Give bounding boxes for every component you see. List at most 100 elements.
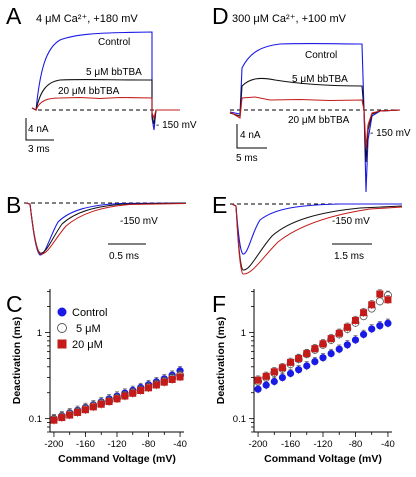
chart-f-point-0 <box>368 325 376 333</box>
chart-c-point-2 <box>129 389 137 397</box>
chart-f-point-2 <box>360 309 368 317</box>
legend-marker-control <box>57 307 67 317</box>
trace-a-5um <box>31 79 180 125</box>
panel-b-letter: B <box>6 192 21 218</box>
trace-d-20um <box>229 96 401 149</box>
chart-c-point-2 <box>105 398 113 406</box>
chart-f-point-1 <box>375 297 384 306</box>
panel-a: A 4 μM Ca²⁺, +180 mV Control 5 μM bbTBA … <box>6 3 197 155</box>
chart-c-point-2 <box>50 416 58 424</box>
chart-f-x-tick-label: -160 <box>281 439 300 450</box>
panel-d: D 300 μM Ca²⁺, +100 mV Control 5 μM bbTB… <box>212 3 411 193</box>
panel-a-letter: A <box>6 3 22 29</box>
panel-e-scale-x: 1.5 ms <box>334 251 364 262</box>
chart-c-x-label: Command Voltage (mV) <box>58 453 176 465</box>
chart-c-y-tick-label: 0.1 <box>29 414 42 425</box>
chart-f-point-0 <box>254 385 262 393</box>
panel-d-scale-y: 4 nA <box>240 130 261 141</box>
chart-f-point-2 <box>327 335 335 343</box>
chart-f-point-2 <box>319 340 327 348</box>
panel-a-label-5um: 5 μM bbTBA <box>86 67 142 78</box>
chart-f-point-2 <box>287 358 295 366</box>
chart-f-point-2 <box>351 316 359 324</box>
panel-a-step-label: - 150 mV <box>156 120 197 131</box>
chart-f-point-2 <box>254 376 262 384</box>
chart-c-point-2 <box>160 378 168 386</box>
trace-e-5um <box>231 203 403 271</box>
panel-a-scale-y: 4 nA <box>28 124 49 135</box>
panel-d-label-5um: 5 μM bbTBA <box>292 74 348 85</box>
chart-f-point-0 <box>262 381 270 389</box>
legend-label-20um: 20 μM <box>72 339 103 351</box>
chart-c-x-tick-label: -200 <box>44 439 63 450</box>
chart-c-point-2 <box>74 408 82 416</box>
chart-c-x-tick-label: -120 <box>107 439 126 450</box>
chart-f-point-0 <box>384 319 392 327</box>
chart-c-point-2 <box>152 381 160 389</box>
panel-f-letter: F <box>212 291 226 317</box>
chart-c-y-label: Deactivation (ms) <box>11 317 23 405</box>
chart-f-x-tick-label: -200 <box>249 439 268 450</box>
chart-f-point-0 <box>359 330 368 339</box>
chart-c-x-tick-label: -40 <box>173 439 187 450</box>
chart-c-point-2 <box>145 384 153 392</box>
panel-d-label-control: Control <box>305 50 337 61</box>
chart-f-point-0 <box>319 354 327 362</box>
panel-d-label-20um: 20 μM bbTBA <box>288 115 350 126</box>
panel-e: E -150 mV 1.5 ms <box>212 192 403 275</box>
chart-f-point-2 <box>343 323 351 331</box>
panel-c: C 0.1 1 -200 -160 -120 -80 -40 Command Voltage … <box>6 289 187 465</box>
panel-a-condition: 4 μM Ca²⁺, +180 mV <box>36 13 138 25</box>
trace-e-20um <box>231 203 403 275</box>
panel-d-scale-x: 5 ms <box>236 153 258 164</box>
legend-marker-5um <box>57 323 67 333</box>
chart-f-point-2 <box>376 290 384 298</box>
chart-c-point-2 <box>137 387 145 395</box>
trace-b-20um <box>25 202 187 255</box>
legend-label-control: Control <box>72 307 107 319</box>
panel-d-condition: 300 μM Ca²⁺, +100 mV <box>232 13 347 25</box>
chart-f-point-0 <box>311 357 319 366</box>
panel-d-step-label: - 150 mV <box>370 128 411 139</box>
trace-b-5um <box>25 202 187 254</box>
panel-a-label-control: Control <box>98 37 130 48</box>
chart-f-point-0 <box>335 345 343 353</box>
chart-f-point-0 <box>376 322 384 330</box>
panel-f: F 0.1 1 -200 -160 -120 -80 -40 Command Voltage … <box>212 289 395 465</box>
chart-f-x-tick-label: -80 <box>349 439 363 450</box>
panel-e-letter: E <box>212 192 227 218</box>
chart-c-point-2 <box>81 406 89 414</box>
chart-c-point-2 <box>168 375 176 383</box>
chart-c-point-2 <box>176 373 184 381</box>
chart-f-point-0 <box>303 362 311 370</box>
panel-d-scalebar <box>236 124 267 149</box>
trace-a-20um <box>31 96 180 120</box>
chart-f-x-tick-label: -120 <box>313 439 332 450</box>
chart-f-point-0 <box>295 366 303 374</box>
chart-f: 0.1 1 -200 -160 -120 -80 -40 Command Voltage (m… <box>215 289 395 465</box>
chart-f-point-2 <box>335 329 343 337</box>
legend-marker-20um <box>57 339 67 349</box>
chart-f-point-2 <box>278 364 286 372</box>
chart-f-y-tick-label: 0.1 <box>233 414 246 425</box>
legend-c: Control 5 μM 20 μM <box>57 307 107 351</box>
chart-f-point-0 <box>351 336 360 344</box>
trace-e-control <box>231 203 402 255</box>
chart-c-point-2 <box>89 403 97 411</box>
chart-f-point-0 <box>278 373 287 382</box>
chart-f-point-2 <box>384 296 392 304</box>
panel-b-scale-x: 0.5 ms <box>109 251 139 262</box>
panel-c-letter: C <box>6 291 23 317</box>
chart-f-x-label: Command Voltage (mV) <box>264 453 382 465</box>
chart-f-point-0 <box>270 377 278 386</box>
panel-d-letter: D <box>212 3 229 29</box>
panel-b: B -150 mV 0.5 ms <box>6 192 187 262</box>
chart-f-point-2 <box>270 368 278 376</box>
panel-e-step-label: -150 mV <box>332 216 370 227</box>
panel-a-label-20um: 20 μM bbTBA <box>58 86 120 97</box>
chart-f-point-0 <box>343 341 351 349</box>
chart-c-y-tick-label: 1 <box>37 328 42 339</box>
chart-f-point-2 <box>311 345 319 353</box>
chart-f-y-label: Deactivation (ms) <box>215 317 227 405</box>
